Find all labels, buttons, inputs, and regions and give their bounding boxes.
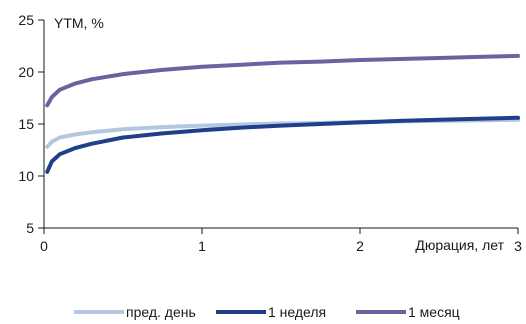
series-layer bbox=[45, 53, 520, 174]
y-tick-label: 5 bbox=[26, 220, 34, 236]
y-tick-label: 20 bbox=[18, 64, 34, 80]
legend: пред. день 1 неделя 1 месяц bbox=[74, 304, 460, 320]
series-line-3 bbox=[45, 53, 520, 108]
y-tick-label: 15 bbox=[18, 116, 34, 132]
x-tick-label: 3 bbox=[514, 238, 522, 254]
legend-label-3: 1 месяц bbox=[408, 304, 460, 320]
series-line-2 bbox=[45, 115, 520, 174]
y-tick-label: 25 bbox=[18, 12, 34, 28]
x-tick-label: 0 bbox=[40, 238, 48, 254]
legend-label-2: 1 неделя bbox=[268, 304, 326, 320]
x-axis-title: Дюрация, лет bbox=[415, 237, 504, 253]
legend-label-1: пред. день bbox=[126, 304, 196, 320]
axes: 5 10 15 20 25 0 1 2 3 bbox=[18, 12, 522, 254]
y-tick-label: 10 bbox=[18, 168, 34, 184]
y-axis-title: YTM, % bbox=[54, 15, 104, 31]
x-tick-label: 1 bbox=[198, 238, 206, 254]
x-tick-label: 2 bbox=[356, 238, 364, 254]
